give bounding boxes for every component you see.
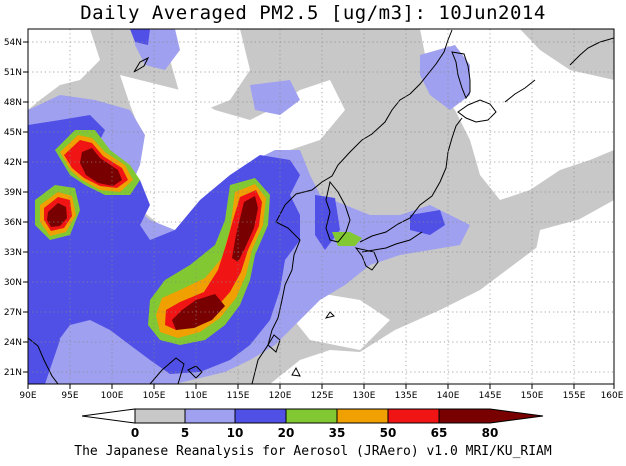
lon-label: 125E — [311, 391, 334, 401]
lon-label: 155E — [563, 391, 586, 401]
lon-label: 105E — [143, 391, 166, 401]
coastlines — [28, 29, 614, 384]
lon-label: 95E — [61, 391, 78, 401]
lon-label: 110E — [185, 391, 208, 401]
legend-label: 20 — [278, 426, 295, 440]
footer-credit: The Japanese Reanalysis for Aerosol (JRA… — [74, 444, 552, 459]
lat-labels: 21N 24N 27N 30N 33N 36N 39N 42N 45N 48N … — [4, 38, 22, 378]
lat-label: 48N — [4, 98, 22, 108]
legend-label: 35 — [329, 426, 346, 440]
lat-label: 24N — [4, 338, 22, 348]
legend-label: 5 — [181, 426, 189, 440]
legend-swatch-1 — [134, 408, 186, 424]
lat-label: 54N — [4, 38, 22, 48]
color-legend — [81, 408, 544, 424]
lon-label: 135E — [395, 391, 418, 401]
lon-label: 90E — [19, 391, 36, 401]
legend-label: 0 — [131, 426, 139, 440]
lat-label: 45N — [4, 128, 22, 138]
contour-above-80 — [47, 148, 258, 330]
lat-label: 27N — [4, 308, 22, 318]
legend-label: 65 — [431, 426, 448, 440]
legend-label: 10 — [227, 426, 244, 440]
lon-label: 145E — [479, 391, 502, 401]
map-frame — [27, 28, 615, 385]
legend-swatch-5 — [336, 408, 389, 424]
lat-label: 51N — [4, 68, 22, 78]
legend-label: 80 — [482, 426, 499, 440]
legend-swatch-2 — [184, 408, 236, 424]
lon-label: 120E — [269, 391, 292, 401]
lat-label: 36N — [4, 218, 22, 228]
pm25-contours — [28, 29, 614, 384]
lon-label: 130E — [353, 391, 376, 401]
graticule — [28, 29, 614, 384]
legend-swatch-7 — [438, 408, 544, 424]
lon-label: 100E — [101, 391, 124, 401]
map-title: Daily Averaged PM2.5 [ug/m3]: 10Jun2014 — [80, 2, 546, 24]
legend-swatch-4 — [285, 408, 338, 424]
lon-label: 115E — [227, 391, 250, 401]
tick-marks — [23, 41, 615, 389]
lon-label: 160E — [601, 391, 624, 401]
legend-label: 50 — [380, 426, 397, 440]
legend-swatch-3 — [234, 408, 287, 424]
lat-label: 33N — [4, 248, 22, 258]
lon-labels: 90E 95E 100E 105E 110E 115E 120E 125E 13… — [19, 391, 623, 401]
lat-label: 39N — [4, 188, 22, 198]
lat-label: 21N — [4, 368, 22, 378]
legend-swatch-6 — [387, 408, 440, 424]
legend-swatch-0 — [81, 408, 136, 424]
lat-label: 42N — [4, 158, 22, 168]
lat-label: 30N — [4, 278, 22, 288]
lon-label: 140E — [437, 391, 460, 401]
lon-label: 150E — [521, 391, 544, 401]
legend-labels: 0 5 10 20 35 50 65 80 — [131, 426, 499, 440]
